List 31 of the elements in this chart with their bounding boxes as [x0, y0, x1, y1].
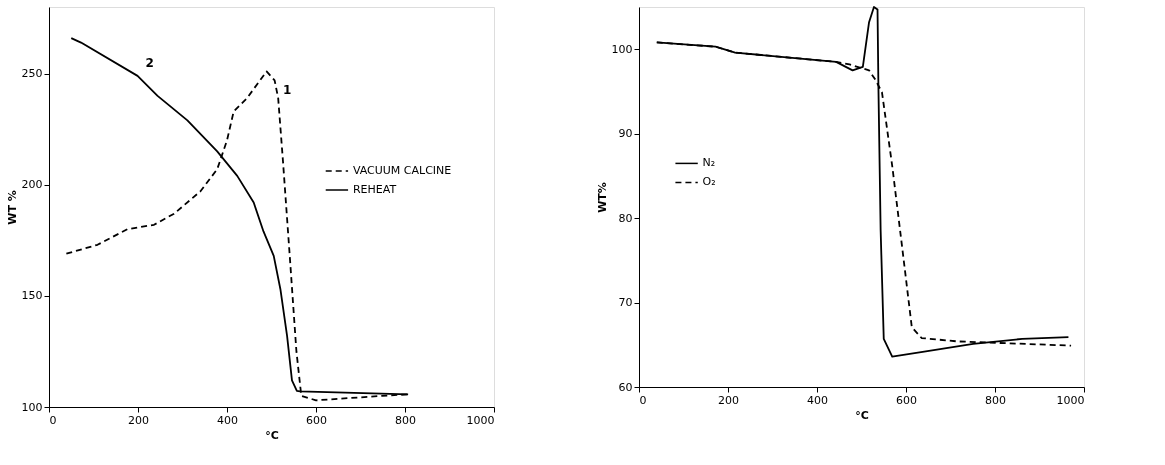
annotation: 1 [283, 83, 292, 98]
y-tick-label: 80 [618, 211, 633, 225]
x-tick-label: 600 [306, 413, 327, 427]
y-tick-label: 150 [21, 289, 43, 303]
x-tick-label: 400 [217, 413, 238, 427]
legend-label: VACUUM CALCINE [352, 164, 452, 177]
y-tick-label: 90 [618, 127, 633, 141]
x-tick-label: 800 [985, 393, 1006, 407]
x-tick-label: 200 [128, 413, 149, 427]
x-tick-label: 400 [807, 393, 828, 407]
y-tick-label: 250 [21, 67, 43, 81]
legend-label: O₂ [702, 175, 716, 189]
x-tick-label: 1000 [1056, 393, 1085, 407]
legend-label: REHEAT [352, 183, 397, 196]
x-tick-label: 0 [49, 413, 57, 427]
x-tick-label: 0 [639, 393, 647, 407]
y-tick-label: 100 [21, 400, 43, 414]
x-tick-label: 1000 [466, 413, 495, 427]
x-tick-label: 600 [896, 393, 917, 407]
annotation: 2 [145, 56, 154, 71]
y-axis-title: WT% [595, 182, 609, 213]
y-tick-label: 200 [21, 178, 43, 192]
x-axis-title: °C [265, 428, 279, 442]
x-tick-label: 800 [395, 413, 416, 427]
y-tick-label: 70 [618, 296, 633, 310]
x-axis-title: °C [855, 408, 869, 422]
legend-label: N₂ [702, 156, 716, 170]
y-axis-title: WT % [5, 190, 19, 225]
x-tick-label: 200 [718, 393, 739, 407]
y-tick-label: 60 [618, 380, 633, 394]
y-tick-label: 100 [611, 42, 633, 56]
